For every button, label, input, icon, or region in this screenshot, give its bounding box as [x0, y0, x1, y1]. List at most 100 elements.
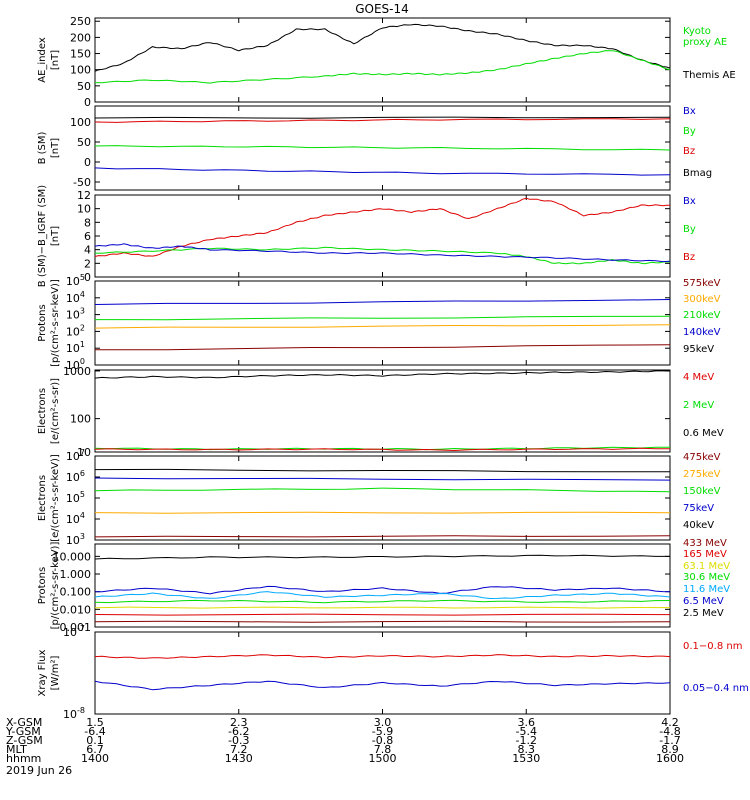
chart-panel-5: 1000 100 10 Electrons [e/(cm²-s-sr)] 4 MeV 2 M…: [37, 365, 724, 459]
y-tick-label: 107: [66, 448, 85, 463]
series-line-2: [94, 477, 671, 481]
series-line-5: [94, 535, 671, 538]
x-axis-value: 1.5: [86, 716, 104, 729]
series-line-1: [94, 654, 671, 659]
x-axis-value: -6.2: [228, 725, 249, 738]
legend-entry: 433 MeV: [683, 538, 727, 549]
series-line-1: [94, 23, 671, 72]
y-tick-label: 104: [66, 511, 85, 526]
y-tick-label: 1000: [63, 365, 91, 378]
series-line-4: [94, 511, 671, 514]
x-axis-value: -5.9: [372, 725, 393, 738]
legend-entry: 150keV: [683, 486, 721, 497]
y-tick-label: 50: [77, 136, 91, 149]
x-axis-value: -1.2: [516, 734, 537, 747]
y-tick-label: 0.010: [60, 603, 92, 616]
x-axis-value: -1.7: [659, 734, 680, 747]
series-line-2: [94, 50, 671, 84]
panel-frame: [94, 194, 671, 278]
x-axis-value: 1500: [369, 752, 397, 765]
series-line-1: [94, 299, 671, 305]
y-tick-label: 105: [66, 273, 85, 288]
y-tick-label: 250: [70, 15, 91, 28]
x-axis-value: 1600: [656, 752, 684, 765]
y-tick-label: 101: [66, 340, 85, 355]
series-line-1: [94, 197, 671, 257]
legend-entry: 0.1−0.8 nm: [683, 641, 742, 652]
chart-panel-6: 103 104 105 106 107 Electrons [e/(cm²-s-sr-keV…: [37, 448, 721, 547]
series-line-2: [94, 246, 671, 265]
panel-frame: [94, 369, 671, 453]
series-line-2: [94, 680, 671, 691]
x-axis-value: -5.4: [516, 725, 537, 738]
panel-frame: [94, 280, 671, 366]
y-axis-label: [p/(cm²-s-sr-keV)]: [50, 279, 61, 367]
series-line-1: [94, 116, 671, 119]
y-tick-label: 4: [84, 244, 91, 257]
series-line-1: [94, 554, 670, 560]
legend-entry: 2.5 MeV: [683, 608, 724, 619]
legend-entry: Bx: [683, 106, 696, 117]
y-axis-label: [e/(cm²-s-sr-keV)]: [50, 454, 61, 542]
y-tick-label: 200: [70, 31, 91, 44]
series-line-1: [94, 468, 670, 473]
legend-entry: Bz: [683, 252, 695, 263]
y-tick-label: 104: [66, 290, 85, 305]
y-tick-label: 2: [84, 257, 91, 270]
series-line-3: [94, 145, 671, 151]
x-axis-value: -6.4: [84, 725, 105, 738]
date-label: 2019 Jun 26: [6, 764, 72, 777]
legend-entry: 6.5 MeV: [683, 596, 724, 607]
series-line-1: [94, 370, 671, 379]
y-tick-label: 10.000: [53, 550, 92, 563]
y-axis-label: [p/(cm²-s-sr-keV)]: [50, 542, 61, 630]
y-tick-label: -50: [73, 176, 91, 189]
x-axis-value: -4.8: [659, 725, 680, 738]
series-line-5: [94, 606, 671, 609]
y-tick-label: 10-7: [63, 624, 85, 639]
legend-entry: 11.6 MeV: [683, 584, 730, 595]
legend-entry: 140keV: [683, 327, 721, 338]
y-tick-label: 103: [66, 532, 85, 547]
legend-entry: 275keV: [683, 469, 721, 480]
series-line-2: [94, 118, 671, 123]
chart-panel-2: -50 0 50 100 B (SM) [nT] Bx By Bz Bmag: [37, 105, 712, 191]
panel-frame: [94, 631, 671, 715]
x-axis-value: 2.3: [230, 716, 248, 729]
y-axis-label: [e/(cm²-s-sr)]: [50, 378, 61, 444]
y-tick-label: 6: [84, 230, 91, 243]
x-axis-value: 3.6: [518, 716, 536, 729]
legend-entry: 165 MeV: [683, 549, 727, 560]
y-tick-label: 0: [84, 271, 91, 284]
x-axis-value: 1400: [81, 752, 109, 765]
y-tick-label: 10: [77, 203, 91, 216]
legend-entry: 0.05−0.4 nm: [683, 683, 749, 694]
legend-entry: Bmag: [683, 168, 712, 179]
y-axis-label: Protons: [37, 304, 48, 341]
y-tick-label: 1.000: [60, 568, 92, 581]
y-axis-label: AE_index: [37, 37, 48, 83]
x-axis-row-label: hhmm: [6, 752, 41, 765]
chart-panel-7: 10.000 1.000 0.100 0.010 0.001 Protons [p/(cm²…: [37, 538, 730, 634]
y-tick-label: 103: [66, 307, 85, 322]
legend-entry: 210keV: [683, 310, 721, 321]
y-tick-label: 10: [77, 446, 91, 459]
y-tick-label: 8: [84, 216, 91, 229]
x-axis-value: 0.1: [86, 734, 104, 747]
series-line-6: [94, 613, 671, 616]
x-axis-value: 7.8: [374, 743, 392, 756]
y-tick-label: 12: [77, 189, 91, 202]
x-axis-ephemeris: X-GSM 1.5 2.3 3.0 3.6 4.2 Y-GSM -6.4 -6.2 -5.9 -5.…: [5, 716, 684, 765]
legend-entry: Bx: [683, 196, 696, 207]
x-axis-value: -0.3: [228, 734, 249, 747]
y-axis-label: [W/m²]: [50, 655, 61, 690]
legend-entry: 475keV: [683, 452, 721, 463]
y-axis-label: B (SM): [37, 131, 48, 164]
y-axis-label: [nT]: [50, 50, 61, 70]
y-tick-label: 106: [66, 469, 85, 484]
y-tick-label: 0.001: [60, 621, 92, 634]
x-axis-value: 8.9: [661, 743, 679, 756]
